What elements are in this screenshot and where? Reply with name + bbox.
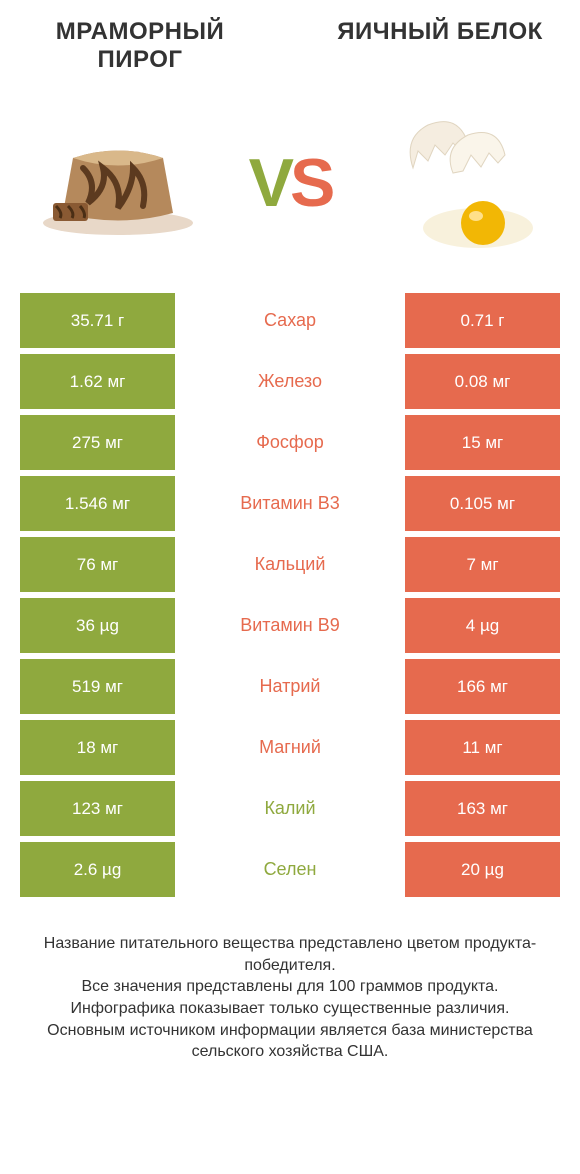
vs-s: S — [290, 144, 331, 222]
cell-nutrient-name: Натрий — [175, 659, 405, 714]
footer-line: Инфографика показывает только существенн… — [25, 998, 555, 1020]
cell-right-value: 0.71 г — [405, 293, 560, 348]
table-row: 18 мгМагний11 мг — [20, 720, 560, 775]
marble-cake-icon — [38, 128, 198, 238]
cell-left-value: 275 мг — [20, 415, 175, 470]
product-left-image — [30, 103, 205, 263]
cell-right-value: 0.08 мг — [405, 354, 560, 409]
cell-right-value: 7 мг — [405, 537, 560, 592]
cell-right-value: 20 µg — [405, 842, 560, 897]
vs-label: VS — [249, 144, 332, 222]
table-row: 275 мгФосфор15 мг — [20, 415, 560, 470]
header: МРАМОРНЫЙ ПИРОГ ЯИЧНЫЙ БЕЛОК — [0, 0, 580, 83]
cell-nutrient-name: Сахар — [175, 293, 405, 348]
cell-left-value: 1.62 мг — [20, 354, 175, 409]
cell-left-value: 123 мг — [20, 781, 175, 836]
table-row: 519 мгНатрий166 мг — [20, 659, 560, 714]
cell-nutrient-name: Витамин B3 — [175, 476, 405, 531]
table-row: 1.62 мгЖелезо0.08 мг — [20, 354, 560, 409]
cell-left-value: 519 мг — [20, 659, 175, 714]
vs-row: VS — [0, 83, 580, 293]
cell-right-value: 163 мг — [405, 781, 560, 836]
product-right-title: ЯИЧНЫЙ БЕЛОК — [330, 18, 550, 73]
cell-nutrient-name: Селен — [175, 842, 405, 897]
cell-nutrient-name: Магний — [175, 720, 405, 775]
comparison-table: 35.71 гСахар0.71 г 1.62 мгЖелезо0.08 мг 27… — [0, 293, 580, 897]
cracked-egg-icon — [383, 113, 543, 253]
footer-line: Все значения представлены для 100 граммо… — [25, 976, 555, 998]
cell-left-value: 35.71 г — [20, 293, 175, 348]
cell-nutrient-name: Калий — [175, 781, 405, 836]
cell-nutrient-name: Кальций — [175, 537, 405, 592]
cell-nutrient-name: Железо — [175, 354, 405, 409]
table-row: 123 мгКалий163 мг — [20, 781, 560, 836]
cell-right-value: 166 мг — [405, 659, 560, 714]
footer-line: Основным источником информации является … — [25, 1020, 555, 1063]
cell-right-value: 11 мг — [405, 720, 560, 775]
table-row: 1.546 мгВитамин B30.105 мг — [20, 476, 560, 531]
cell-left-value: 18 мг — [20, 720, 175, 775]
footer-notes: Название питательного вещества представл… — [0, 903, 580, 1063]
cell-left-value: 1.546 мг — [20, 476, 175, 531]
table-row: 35.71 гСахар0.71 г — [20, 293, 560, 348]
product-right-image — [375, 103, 550, 263]
cell-left-value: 76 мг — [20, 537, 175, 592]
cell-right-value: 15 мг — [405, 415, 560, 470]
product-left-title: МРАМОРНЫЙ ПИРОГ — [30, 18, 250, 73]
cell-left-value: 2.6 µg — [20, 842, 175, 897]
table-row: 76 мгКальций7 мг — [20, 537, 560, 592]
cell-right-value: 0.105 мг — [405, 476, 560, 531]
cell-nutrient-name: Фосфор — [175, 415, 405, 470]
vs-v: V — [249, 144, 290, 222]
footer-line: Название питательного вещества представл… — [25, 933, 555, 976]
table-row: 36 µgВитамин B94 µg — [20, 598, 560, 653]
cell-right-value: 4 µg — [405, 598, 560, 653]
cell-nutrient-name: Витамин B9 — [175, 598, 405, 653]
table-row: 2.6 µgСелен20 µg — [20, 842, 560, 897]
cell-left-value: 36 µg — [20, 598, 175, 653]
